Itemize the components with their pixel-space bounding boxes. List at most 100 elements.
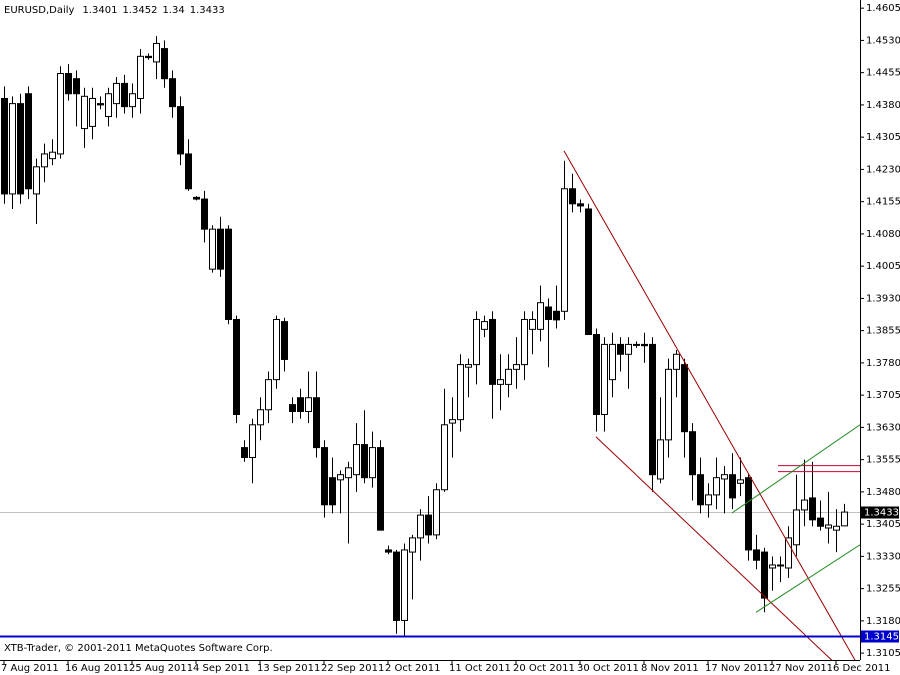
candle-body — [537, 302, 544, 330]
candle-body — [217, 228, 224, 270]
candle-body — [121, 82, 128, 108]
candle-body — [521, 318, 528, 366]
candle-body — [737, 479, 744, 484]
candle-body — [257, 409, 264, 426]
candle-body — [241, 447, 248, 458]
candle-body — [265, 379, 272, 411]
candle-body — [809, 497, 816, 521]
candle-body — [585, 208, 592, 336]
high-value: 1.3452 — [122, 5, 157, 16]
plot-area — [0, 36, 860, 660]
candle-body — [233, 318, 240, 415]
candle-body — [817, 517, 824, 527]
candle-body — [81, 95, 88, 130]
candle-body — [785, 537, 792, 569]
candle-body — [41, 153, 48, 168]
candle-body — [713, 477, 720, 496]
candle-body — [625, 343, 632, 355]
candle-body — [529, 318, 536, 330]
header: EURUSD,Daily 1.3401 1.3452 1.34 1.3433 — [4, 5, 225, 16]
y-tick-label: 1.3330 — [866, 551, 900, 562]
candle-body — [793, 509, 800, 546]
candle-body — [833, 525, 840, 531]
y-tick-label: 1.4530 — [866, 35, 900, 46]
x-tick-label: 13 Sep 2011 — [257, 663, 320, 674]
candle-body — [89, 97, 96, 127]
y-tick-label: 1.3180 — [866, 616, 900, 627]
candle-body — [761, 551, 768, 599]
candle-body — [377, 447, 384, 531]
candle-body — [297, 397, 304, 412]
candle-body — [129, 93, 136, 108]
candle-body — [553, 310, 560, 321]
candle-body — [345, 467, 352, 479]
candle-body — [385, 549, 392, 553]
candle-body — [569, 188, 576, 205]
candle-body — [609, 343, 616, 381]
candle-body — [681, 364, 688, 433]
y-tick-label: 1.3480 — [866, 487, 900, 498]
footer: XTB-Trader, © 2001-2011 MetaQuotes Softw… — [4, 643, 273, 654]
symbol: EURUSD,Daily — [4, 5, 75, 16]
candle-body — [113, 82, 120, 105]
x-tick-label: 16 Aug 2011 — [65, 663, 129, 674]
candle-body — [457, 364, 464, 421]
x-tick-label: 8 Nov 2011 — [641, 663, 699, 674]
candle-body — [745, 477, 752, 551]
candle-body — [193, 196, 200, 200]
x-tick-label: 4 Sep 2011 — [193, 663, 250, 674]
x-tick-label: 22 Sep 2011 — [321, 663, 384, 674]
x-tick-label: 2 Oct 2011 — [385, 663, 440, 674]
candle-body — [449, 419, 456, 424]
candle-body — [249, 424, 256, 458]
candle-body — [153, 42, 160, 63]
candle-body — [273, 318, 280, 381]
candle-body — [353, 444, 360, 476]
x-tick-label: 7 Aug 2011 — [1, 663, 59, 674]
candle-body — [361, 444, 368, 479]
candle-body — [777, 564, 784, 567]
trendline — [563, 150, 856, 660]
low-value: 1.34 — [162, 5, 184, 16]
candle-body — [473, 318, 480, 366]
candle-body — [505, 368, 512, 385]
y-tick-label: 1.3855 — [866, 326, 900, 337]
candle-body — [689, 431, 696, 476]
candle-body — [49, 151, 56, 160]
candle-body — [105, 93, 112, 118]
candle-body — [441, 424, 448, 491]
candle-body — [657, 439, 664, 480]
candle-body — [33, 166, 40, 195]
candle-body — [513, 364, 520, 370]
candle-body — [841, 511, 848, 527]
y-tick-label: 1.3555 — [866, 455, 900, 466]
candle-body — [201, 198, 208, 230]
candle-body — [825, 524, 832, 529]
close-value: 1.3433 — [190, 5, 225, 16]
x-tick-label: 17 Nov 2011 — [705, 663, 769, 674]
current-price-box — [861, 506, 899, 519]
candle-body — [769, 564, 776, 569]
candle-body — [545, 306, 552, 320]
candle-body — [417, 514, 424, 539]
candle-body — [697, 474, 704, 506]
y-tick-label: 1.4305 — [866, 132, 900, 143]
support-label-box — [861, 630, 899, 643]
candle-body — [489, 318, 496, 385]
candle-body — [57, 73, 64, 155]
candle-body — [465, 364, 472, 368]
y-tick-label: 1.3630 — [866, 422, 900, 433]
candle-body — [369, 447, 376, 479]
candle-body — [801, 499, 808, 511]
candle-body — [481, 321, 488, 330]
candle-body — [281, 321, 288, 360]
support-label: 1.3145 — [864, 632, 899, 643]
y-tick-label: 1.4155 — [866, 197, 900, 208]
x-tick-label: 11 Oct 2011 — [449, 663, 511, 674]
candle-body — [137, 55, 144, 99]
y-tick-label: 1.4230 — [866, 164, 900, 175]
open-value: 1.3401 — [82, 5, 117, 16]
candle-body — [25, 93, 32, 190]
candle-body — [409, 537, 416, 553]
